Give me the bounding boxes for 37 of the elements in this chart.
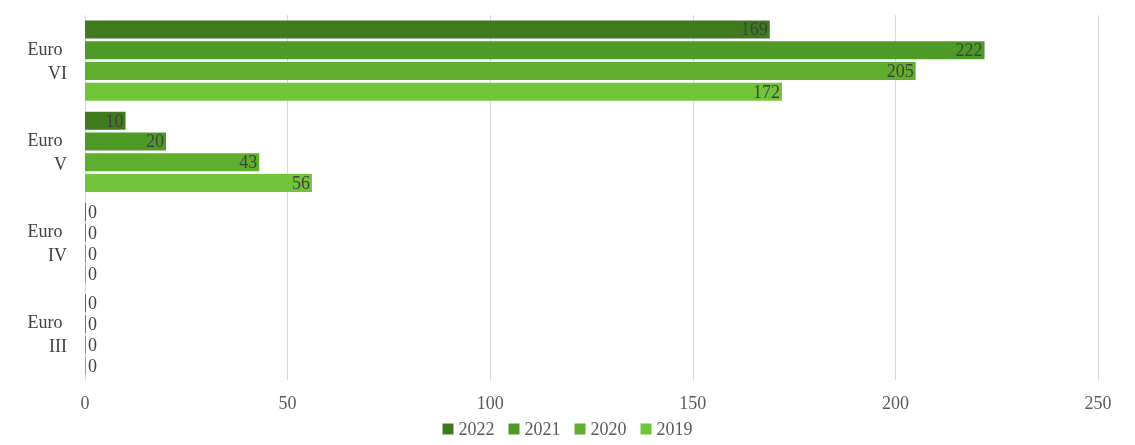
data-label: 0 xyxy=(88,202,97,222)
y-tick-label: Euro VI xyxy=(27,38,67,83)
data-label: 20 xyxy=(146,131,165,152)
data-label: 0 xyxy=(88,293,97,314)
data-label: 56 xyxy=(291,173,310,193)
legend-label: 2022 xyxy=(458,419,495,439)
legend-label: 2019 xyxy=(656,419,693,439)
data-label: 0 xyxy=(88,334,97,355)
y-tick-label: Euro V xyxy=(27,129,67,174)
data-label: 169 xyxy=(740,19,768,40)
legend-label: 2021 xyxy=(524,419,561,439)
data-label: 0 xyxy=(88,222,97,243)
x-tick-label: 50 xyxy=(278,393,297,413)
data-label: 0 xyxy=(88,243,97,264)
bar xyxy=(85,153,260,172)
y-tick-label: Euro III xyxy=(27,312,67,357)
bar xyxy=(85,41,985,60)
data-label: 43 xyxy=(239,152,258,173)
bar xyxy=(85,173,312,193)
x-tick-label: 100 xyxy=(476,393,504,413)
data-label: 205 xyxy=(886,61,914,81)
data-label: 10 xyxy=(105,110,124,131)
data-label: 0 xyxy=(88,314,97,334)
data-label: 222 xyxy=(955,40,983,61)
bar xyxy=(85,82,782,101)
data-label: 0 xyxy=(88,264,97,285)
bar xyxy=(85,132,167,151)
x-tick-label: 150 xyxy=(679,393,707,413)
y-tick-label: Euro IV xyxy=(27,221,67,266)
data-label: 0 xyxy=(88,355,97,376)
bar xyxy=(85,20,770,39)
x-tick-label: 200 xyxy=(881,393,909,413)
x-tick-label: 0 xyxy=(80,393,90,413)
data-label: 172 xyxy=(752,81,780,102)
x-tick-label: 250 xyxy=(1084,393,1112,413)
bar xyxy=(85,61,916,81)
legend-label: 2020 xyxy=(590,419,627,439)
